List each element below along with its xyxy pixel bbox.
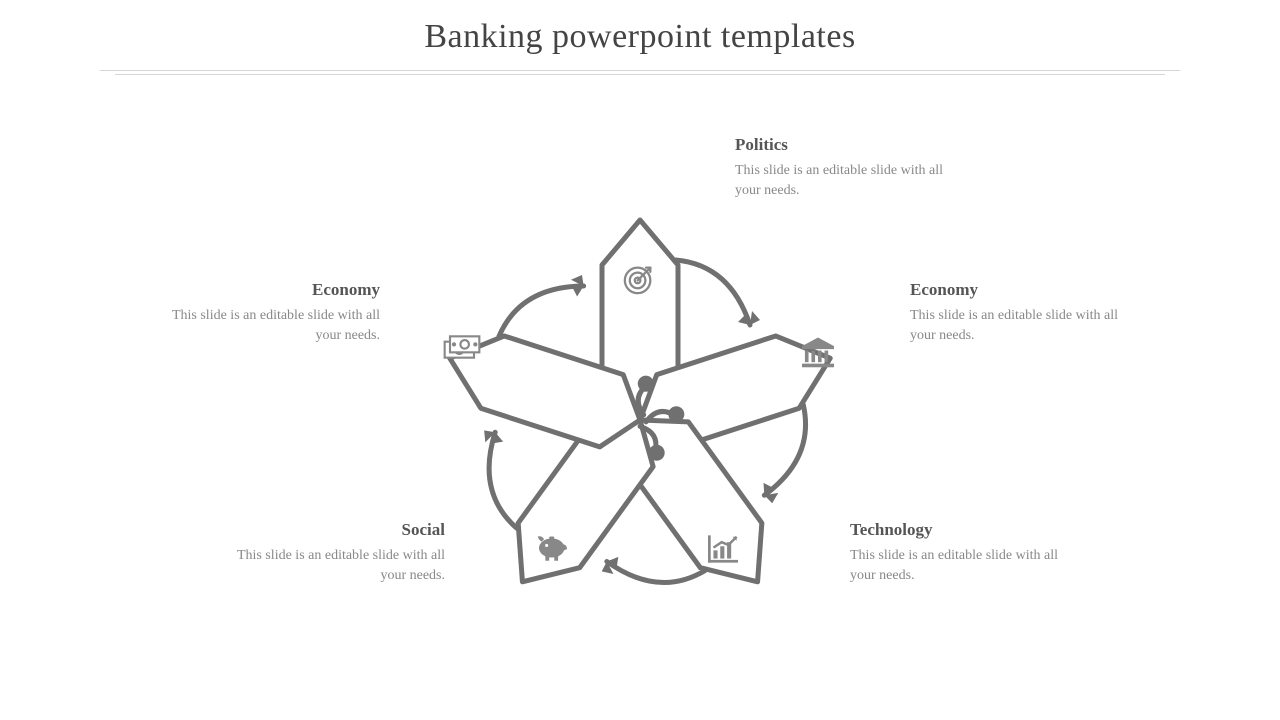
label-technology: Technology This slide is an editable sli…: [850, 520, 1080, 585]
label-social: Social This slide is an editable slide w…: [220, 520, 445, 585]
target-icon: [622, 262, 656, 301]
heading: Politics: [735, 135, 965, 155]
label-economy-right: Economy This slide is an editable slide …: [910, 280, 1140, 345]
cash-icon: [442, 332, 482, 367]
label-politics: Politics This slide is an editable slide…: [735, 135, 965, 200]
heading: Economy: [910, 280, 1140, 300]
piggy-icon: [536, 534, 570, 567]
chart-icon: [706, 534, 740, 569]
label-economy-left: Economy This slide is an editable slide …: [155, 280, 380, 345]
cycle-diagram: [0, 0, 1280, 720]
heading: Technology: [850, 520, 1080, 540]
desc: This slide is an editable slide with all…: [850, 546, 1080, 585]
desc: This slide is an editable slide with all…: [155, 306, 380, 345]
desc: This slide is an editable slide with all…: [220, 546, 445, 585]
desc: This slide is an editable slide with all…: [910, 306, 1140, 345]
bank-icon: [800, 336, 836, 373]
heading: Social: [220, 520, 445, 540]
desc: This slide is an editable slide with all…: [735, 161, 965, 200]
heading: Economy: [155, 280, 380, 300]
